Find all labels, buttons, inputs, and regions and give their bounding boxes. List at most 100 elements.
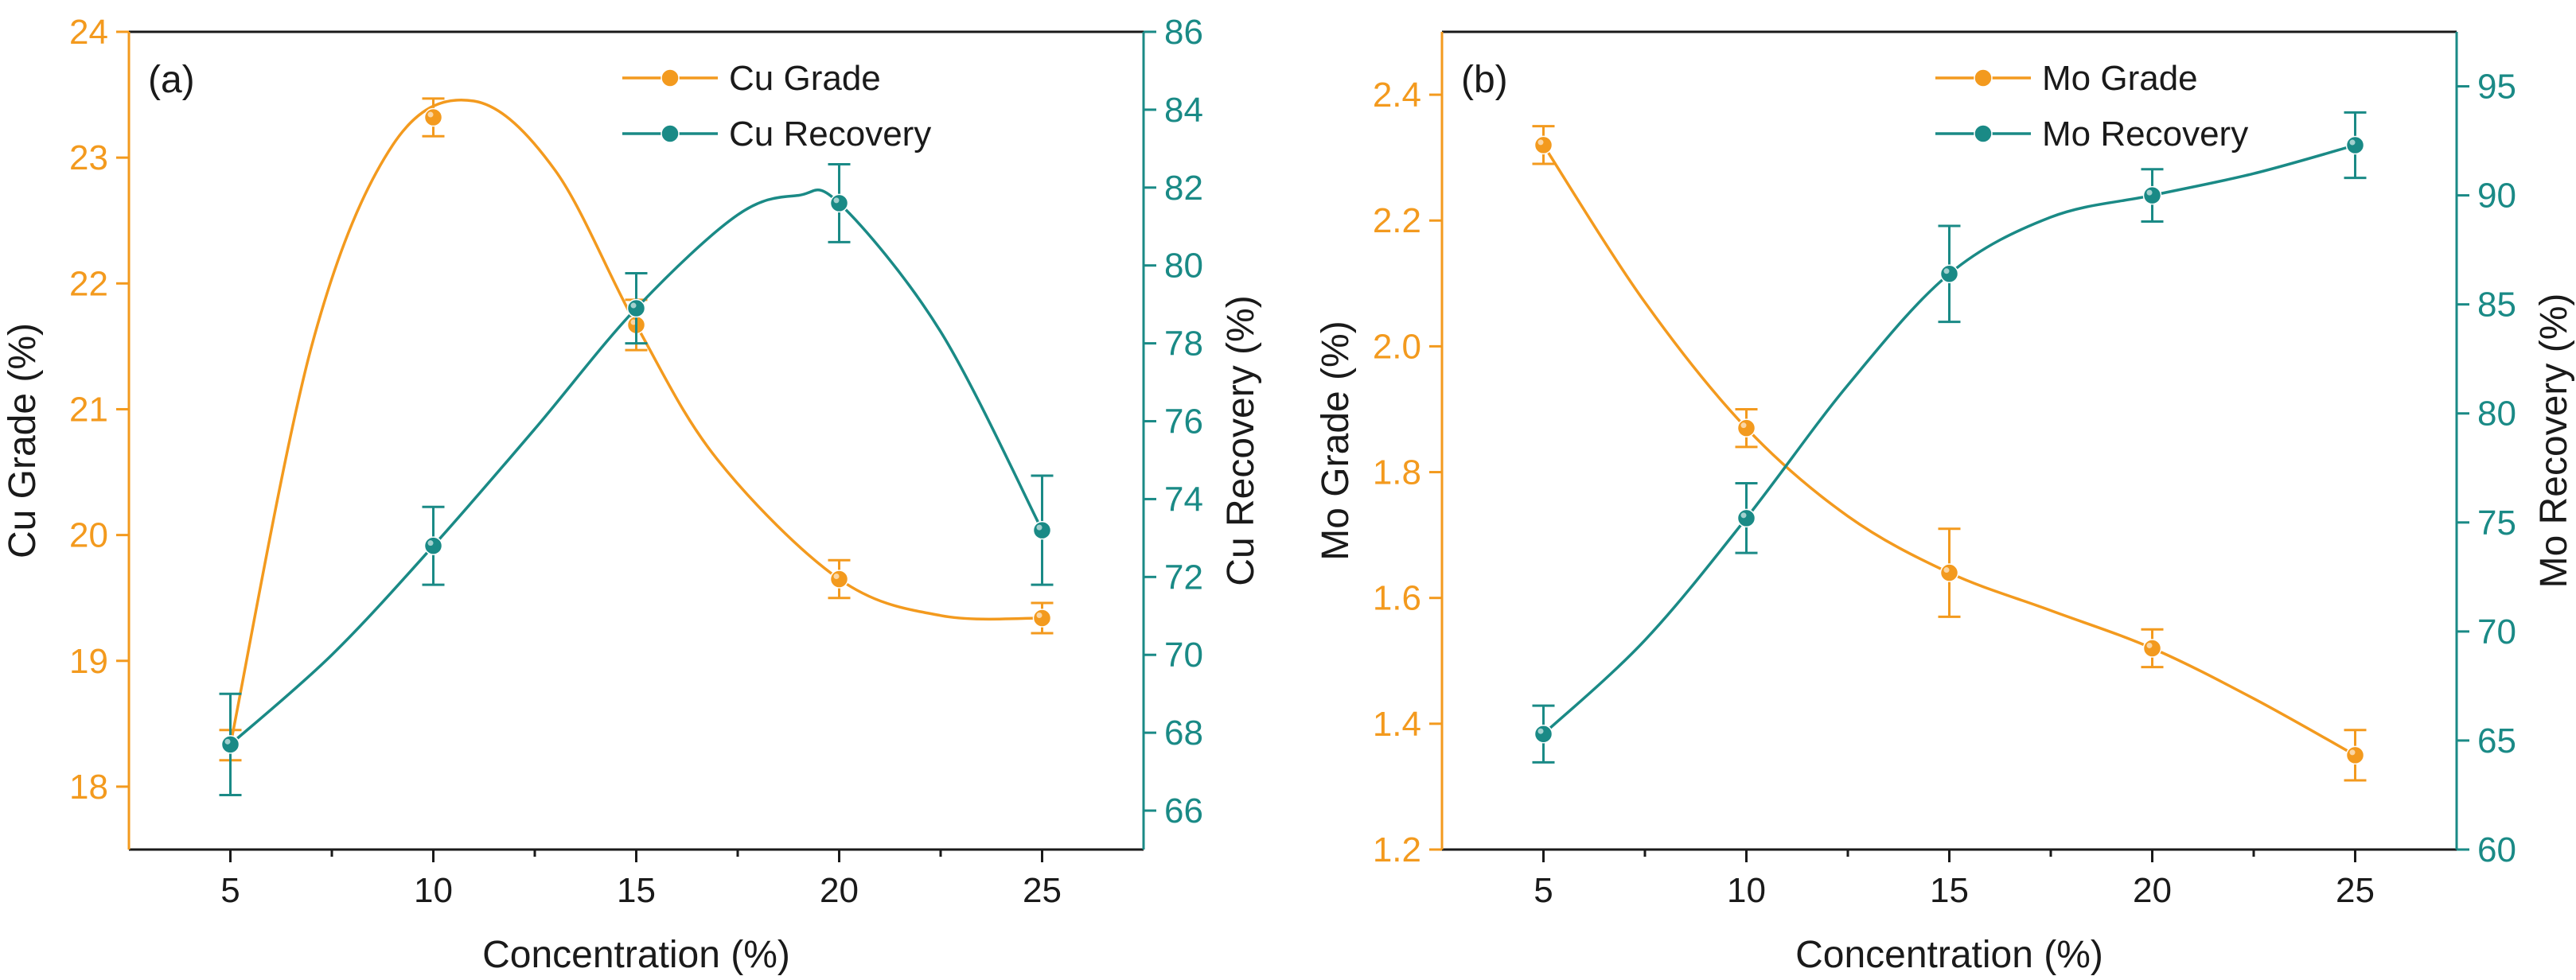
- x-tick-label: 15: [617, 871, 656, 910]
- y-right-tick-label: 68: [1164, 714, 1203, 752]
- y-left-tick-label: 2.2: [1373, 201, 1421, 240]
- y-right-tick-label: 80: [1164, 247, 1203, 286]
- data-point: [1939, 563, 1959, 582]
- y-left-tick-label: 20: [69, 516, 108, 555]
- panel-label: (a): [148, 59, 195, 101]
- y-left-axis-title: Mo Grade (%): [1315, 321, 1357, 560]
- legend-label: Mo Recovery: [2042, 115, 2248, 154]
- data-point-highlight: [833, 197, 840, 204]
- data-point: [1736, 418, 1756, 438]
- data-point: [2142, 639, 2162, 658]
- data-point-highlight: [224, 738, 231, 745]
- y-right-tick-label: 84: [1164, 91, 1203, 130]
- y-right-tick-label: 76: [1164, 402, 1203, 441]
- data-point-highlight: [1036, 612, 1042, 618]
- y-right-axis-title: Cu Recovery (%): [1220, 295, 1262, 585]
- y-right-tick-label: 95: [2477, 68, 2516, 107]
- y-right-tick-label: 78: [1164, 325, 1203, 364]
- data-point: [2345, 135, 2365, 155]
- y-left-tick-label: 18: [69, 768, 108, 807]
- legend-entry-recovery: Cu Recovery: [622, 115, 931, 154]
- data-point: [1534, 724, 1553, 744]
- data-point-highlight: [1537, 139, 1544, 146]
- y-left-tick-label: 2.0: [1373, 327, 1421, 366]
- x-tick-label: 25: [2336, 871, 2375, 910]
- data-point-highlight: [2146, 189, 2153, 196]
- legend-label: Cu Recovery: [729, 115, 931, 154]
- y-left-tick-label: 1.4: [1373, 705, 1421, 744]
- series-recovery: [1532, 111, 2367, 764]
- data-point: [220, 735, 240, 754]
- series-line-grade: [228, 98, 1042, 746]
- x-tick-label: 20: [2133, 871, 2172, 910]
- legend-marker: [661, 124, 680, 143]
- y-right-tick-label: 70: [1164, 636, 1203, 675]
- x-tick-label: 10: [414, 871, 453, 910]
- data-point-highlight: [2349, 749, 2356, 756]
- y-right-tick-label: 72: [1164, 558, 1203, 597]
- y-right-tick-label: 80: [2477, 395, 2516, 434]
- data-point-highlight: [427, 111, 434, 118]
- data-point: [829, 570, 849, 589]
- y-right-tick-label: 70: [2477, 612, 2516, 651]
- data-point-highlight: [1943, 268, 1950, 274]
- y-right-tick-label: 86: [1164, 13, 1203, 52]
- data-point-highlight: [630, 302, 637, 309]
- data-point: [1032, 520, 1052, 540]
- y-left-tick-label: 22: [69, 264, 108, 303]
- x-tick-label: 5: [1534, 871, 1553, 910]
- legend-marker: [661, 68, 680, 88]
- y-left-tick-label: 2.4: [1373, 76, 1421, 115]
- x-tick-label: 15: [1930, 871, 1969, 910]
- y-right-tick-label: 75: [2477, 504, 2516, 542]
- legend-marker: [1974, 124, 1993, 143]
- legend-marker: [1974, 68, 1993, 88]
- y-left-axis-title: Cu Grade (%): [2, 323, 44, 558]
- y-left-tick-label: 19: [69, 642, 108, 681]
- data-point-highlight: [427, 540, 434, 546]
- data-point: [626, 298, 646, 318]
- series-grade: [219, 97, 1054, 762]
- y-left-tick-label: 21: [69, 390, 108, 429]
- y-right-tick-label: 82: [1164, 169, 1203, 208]
- legend-label: Cu Grade: [729, 59, 881, 98]
- legend-entry-recovery: Mo Recovery: [1935, 115, 2248, 154]
- x-tick-label: 25: [1023, 871, 1062, 910]
- y-right-axis-title: Mo Recovery (%): [2533, 294, 2575, 589]
- data-point: [2345, 745, 2365, 765]
- legend-label: Mo Grade: [2042, 59, 2198, 98]
- data-point: [1736, 508, 1756, 528]
- x-axis-title: Concentration (%): [482, 934, 790, 976]
- data-point-highlight: [630, 319, 637, 325]
- y-left-tick-label: 23: [69, 138, 108, 177]
- legend-entry-grade: Mo Grade: [1935, 59, 2198, 98]
- y-right-tick-label: 66: [1164, 791, 1203, 830]
- series-grade: [1532, 125, 2367, 782]
- data-point: [1534, 135, 1553, 155]
- series-line-recovery: [229, 189, 1044, 746]
- legend-entry-grade: Cu Grade: [622, 59, 881, 98]
- y-right-tick-label: 74: [1164, 480, 1203, 519]
- data-point: [423, 107, 443, 127]
- x-tick-label: 10: [1727, 871, 1766, 910]
- data-point-highlight: [1537, 728, 1544, 734]
- x-tick-label: 20: [820, 871, 859, 910]
- chart-panel-b: 5 10 15 20 25 1.2 1.4 1.6 1.8 2.0 2.2 2.4 60 65 70 75 80…: [1315, 30, 2575, 976]
- chart-panel-a: 5 10 15 20 25 18 19 20 21 22 23 24 66 68 70 72 74 76 78 80 8…: [2, 13, 1262, 976]
- data-point-highlight: [2349, 139, 2356, 146]
- x-tick-label: 5: [220, 871, 240, 910]
- series-line-recovery: [1542, 143, 2356, 735]
- data-point: [1939, 264, 1959, 284]
- y-right-tick-label: 90: [2477, 177, 2516, 216]
- data-point-highlight: [2146, 642, 2153, 648]
- series-recovery: [219, 162, 1054, 796]
- data-point-highlight: [1036, 524, 1042, 531]
- data-point: [829, 193, 849, 213]
- data-point: [2142, 185, 2162, 205]
- data-point-highlight: [1740, 422, 1747, 429]
- y-left-tick-label: 1.2: [1373, 830, 1421, 869]
- data-point: [1032, 609, 1052, 628]
- data-point-highlight: [1740, 512, 1747, 519]
- y-left-tick-label: 24: [69, 13, 108, 52]
